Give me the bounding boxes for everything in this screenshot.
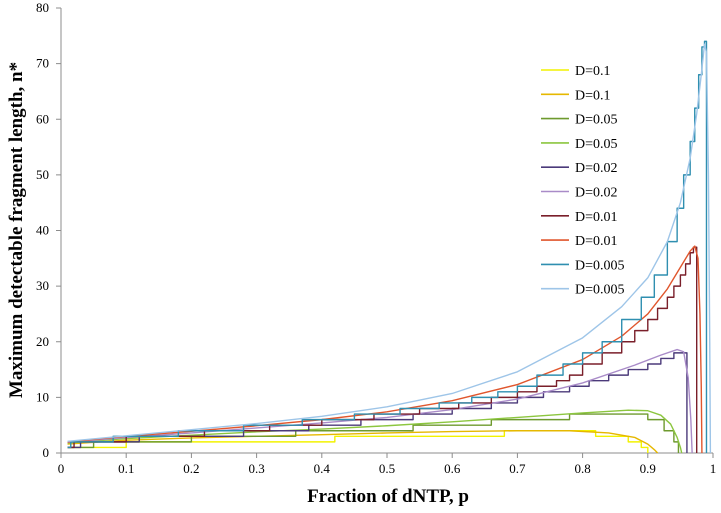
- x-tick-label: 0.3: [248, 461, 264, 476]
- legend-label-4: D=0.02: [575, 161, 618, 176]
- x-tick-label: 0.9: [640, 461, 656, 476]
- legend-label-1: D=0.1: [575, 88, 611, 103]
- legend-label-0: D=0.1: [575, 64, 611, 79]
- legend-label-2: D=0.05: [575, 113, 618, 128]
- y-tick-label: 0: [43, 445, 50, 460]
- series-layer: [67, 40, 712, 454]
- x-tick-label: 0.1: [118, 461, 134, 476]
- series-line-9: [67, 43, 712, 454]
- y-tick-label: 20: [36, 334, 49, 349]
- y-axis-title: Maximum detectable fragment length, n*: [6, 62, 27, 398]
- series-line-3: [67, 409, 683, 454]
- y-tick-label: 40: [36, 223, 49, 238]
- x-tick-label: 0: [58, 461, 65, 476]
- series-line-8: [67, 40, 708, 453]
- legend: D=0.1 D=0.1 D=0.05 D=0.05 D=0.02 D=0.02 D=0.01…: [541, 64, 625, 298]
- x-axis-title: Fraction of dNTP, p: [307, 486, 469, 507]
- x-tick-label: 0.5: [379, 461, 395, 476]
- x-tick-label: 1: [710, 461, 717, 476]
- x-tick-label: 0.7: [509, 461, 526, 476]
- x-tick-label: 0.4: [314, 461, 331, 476]
- x-tick-label: 0.6: [444, 461, 461, 476]
- series-line-7: [67, 245, 703, 454]
- y-tick-label: 50: [36, 167, 49, 182]
- series-line-1: [67, 430, 659, 454]
- legend-label-5: D=0.02: [575, 186, 618, 201]
- legend-label-9: D=0.005: [575, 283, 625, 298]
- x-tick-label: 0.2: [183, 461, 199, 476]
- y-tick-label: 30: [36, 278, 49, 293]
- x-tick-label: 0.8: [574, 461, 590, 476]
- series-line-4: [67, 352, 688, 453]
- y-tick-label: 10: [36, 389, 49, 404]
- legend-label-7: D=0.01: [575, 234, 618, 249]
- series-line-6: [67, 246, 698, 453]
- y-tick-label: 80: [36, 0, 49, 15]
- legend-label-6: D=0.01: [575, 210, 618, 225]
- y-tick-label: 70: [36, 56, 49, 71]
- y-tick-label: 60: [36, 111, 49, 126]
- series-line-5: [67, 348, 693, 454]
- legend-label-3: D=0.05: [575, 137, 618, 152]
- axes: 0 0.1 0.2 0.3 0.4 0.5 0.6 0.7 0.8 0.9 101020304050…: [36, 0, 716, 476]
- legend-label-8: D=0.005: [575, 258, 625, 273]
- series-line-0: [67, 430, 649, 453]
